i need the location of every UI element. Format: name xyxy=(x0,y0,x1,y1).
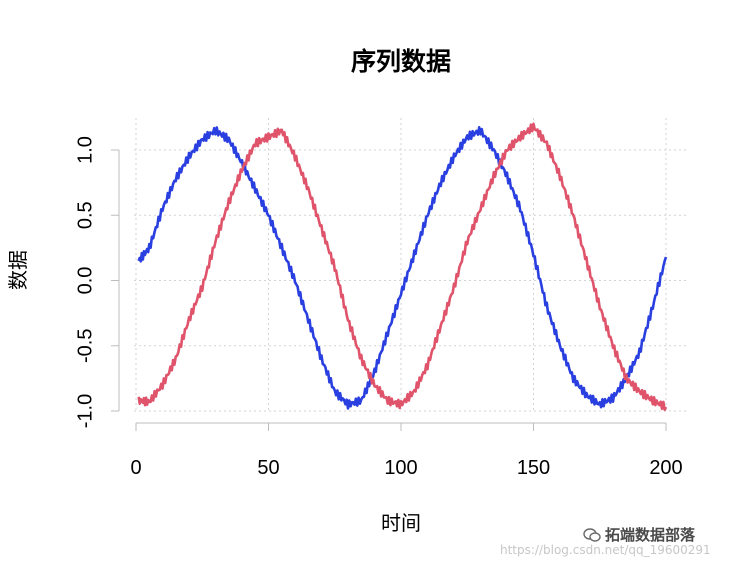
chart-title: 序列数据 xyxy=(351,47,451,76)
x-tick-label: 150 xyxy=(517,457,550,479)
watermark-url: https://blog.csdn.net/qq_19600291 xyxy=(500,543,711,557)
axes xyxy=(111,149,667,431)
x-tick-label: 50 xyxy=(257,457,279,479)
y-tick-label: -0.5 xyxy=(74,329,96,363)
series-line-2 xyxy=(137,122,668,412)
watermark-logo-text: 拓端数据部落 xyxy=(605,526,696,544)
y-axis-label: 数据 xyxy=(6,250,30,290)
watermark-logo: 拓端数据部落 xyxy=(583,524,695,545)
x-tick-label: 200 xyxy=(649,457,682,479)
y-tick-label: 0.0 xyxy=(74,267,96,295)
series-line-1 xyxy=(137,126,668,410)
y-tick-label: -1.0 xyxy=(74,394,96,428)
grid xyxy=(134,118,688,413)
y-tick-label: 1.0 xyxy=(74,136,96,164)
x-axis-label: 时间 xyxy=(381,511,421,535)
x-tick-label: 0 xyxy=(130,457,141,479)
series-group xyxy=(137,122,668,412)
x-tick-label: 100 xyxy=(384,457,417,479)
wechat-icon xyxy=(583,527,601,542)
y-tick-label: 0.5 xyxy=(74,201,96,229)
